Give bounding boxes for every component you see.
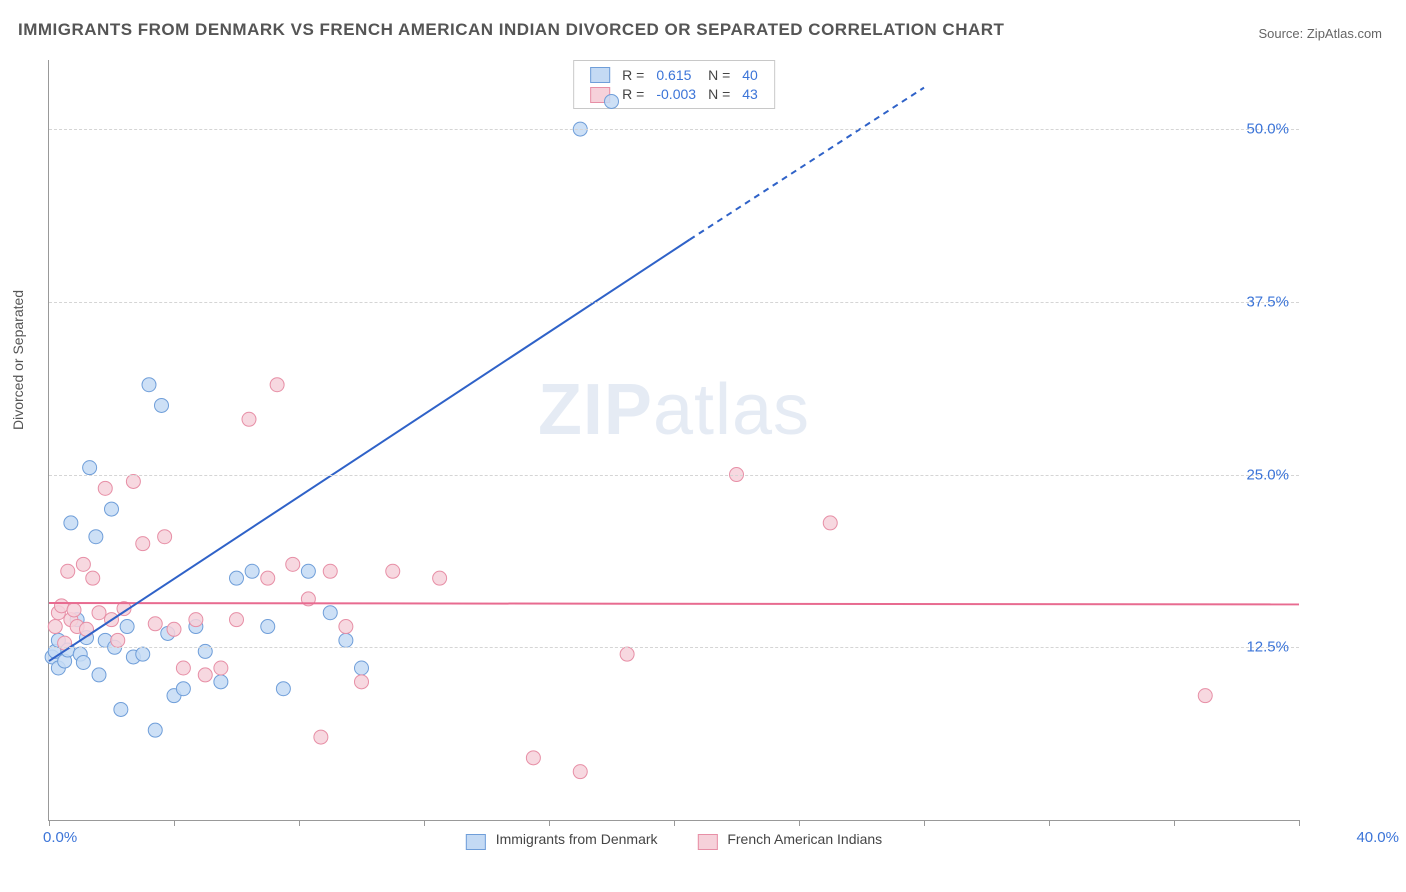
y-tick-label: 12.5% xyxy=(1246,639,1289,656)
gridline-h xyxy=(49,302,1299,303)
legend-series: Immigrants from Denmark French American … xyxy=(448,831,900,848)
chart-title: IMMIGRANTS FROM DENMARK VS FRENCH AMERIC… xyxy=(18,20,1004,40)
legend-item-series2: French American Indians xyxy=(697,831,882,848)
chart-svg xyxy=(49,60,1299,820)
gridline-h xyxy=(49,475,1299,476)
x-tick xyxy=(1299,820,1300,826)
source-label: Source: ZipAtlas.com xyxy=(1258,26,1382,41)
y-tick-label: 25.0% xyxy=(1246,466,1289,483)
x-axis-right-label: 40.0% xyxy=(1356,829,1399,846)
x-tick xyxy=(49,820,50,826)
x-tick xyxy=(299,820,300,826)
plot-area: ZIPatlas R = 0.615 N = 40 R = -0.003 N =… xyxy=(48,60,1299,821)
x-tick xyxy=(549,820,550,826)
swatch-series1-icon xyxy=(466,834,486,850)
x-tick xyxy=(924,820,925,826)
x-tick xyxy=(424,820,425,826)
y-axis-label: Divorced or Separated xyxy=(10,290,26,430)
x-tick xyxy=(674,820,675,826)
gridline-h xyxy=(49,647,1299,648)
x-tick xyxy=(1174,820,1175,826)
x-axis-left-label: 0.0% xyxy=(43,829,77,846)
gridline-h xyxy=(49,129,1299,130)
legend-label-series1: Immigrants from Denmark xyxy=(496,831,658,847)
x-tick xyxy=(174,820,175,826)
swatch-series2-icon xyxy=(697,834,717,850)
y-tick-label: 50.0% xyxy=(1246,121,1289,138)
legend-item-series1: Immigrants from Denmark xyxy=(466,831,658,848)
y-tick-label: 37.5% xyxy=(1246,293,1289,310)
x-tick xyxy=(1049,820,1050,826)
legend-label-series2: French American Indians xyxy=(727,831,882,847)
chart-container: IMMIGRANTS FROM DENMARK VS FRENCH AMERIC… xyxy=(0,0,1406,892)
x-tick xyxy=(799,820,800,826)
